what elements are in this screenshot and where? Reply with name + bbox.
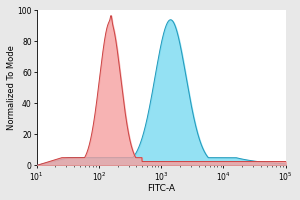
X-axis label: FITC-A: FITC-A	[147, 184, 175, 193]
Y-axis label: Normalized To Mode: Normalized To Mode	[7, 45, 16, 130]
